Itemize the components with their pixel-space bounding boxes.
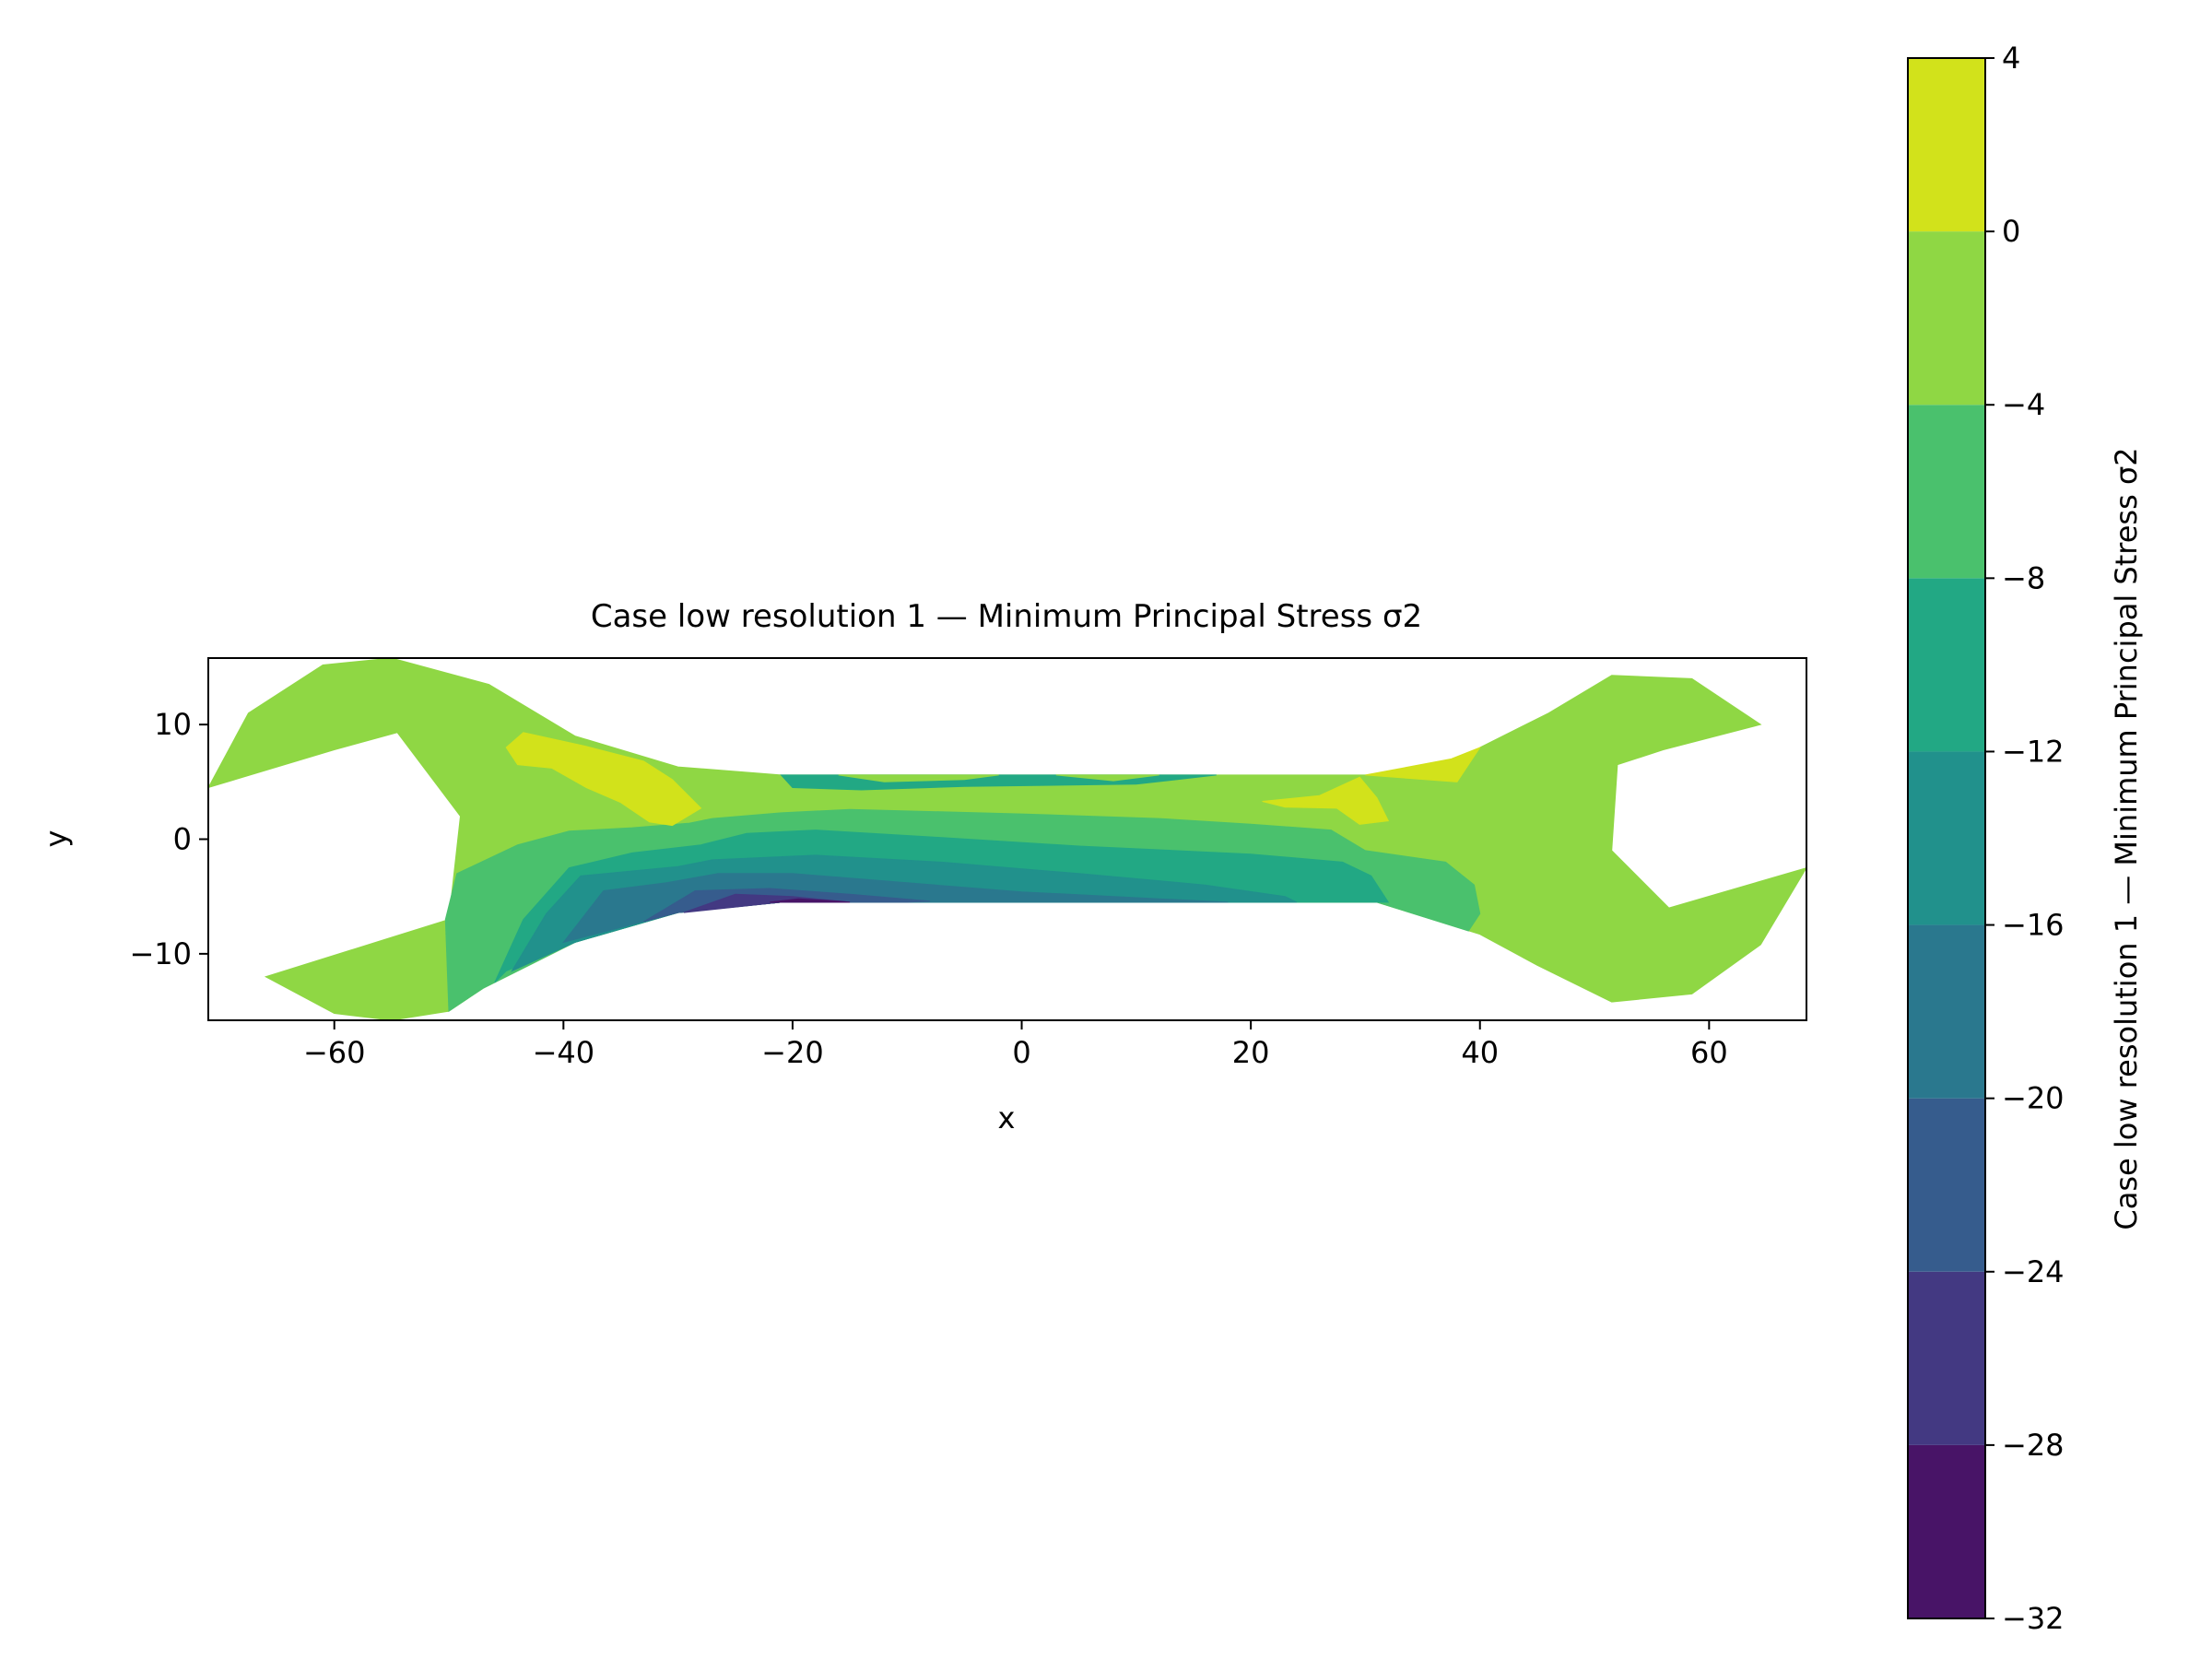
colorbar-tick-label: −4 [2002, 387, 2045, 422]
x-tick-label: 0 [1012, 1035, 1030, 1070]
colorbar-level-5 [1908, 578, 1985, 752]
colorbar-level-0 [1908, 1444, 1985, 1618]
y-tick-label: 10 [154, 707, 192, 742]
x-tick-label: −20 [761, 1035, 824, 1070]
contour-region-12 [1262, 776, 1390, 825]
y-axis-label: y [39, 830, 74, 848]
x-tick-label: 20 [1232, 1035, 1270, 1070]
colorbar-axis: 4 0 −4 −8 −12 −16 −20 −24 −28 −32 [1985, 41, 2065, 1636]
plot-area [208, 658, 1806, 1020]
contour-region-11 [505, 732, 702, 827]
y-axis: −10 0 10 [129, 707, 208, 971]
contour-region-7 [770, 898, 851, 903]
contour-region-13 [1365, 746, 1482, 782]
colorbar-frame [1907, 57, 1986, 1619]
colorbar-tick-label: −12 [2002, 734, 2065, 769]
colorbar-tick-label: −20 [2002, 1081, 2065, 1116]
colorbar-level-2 [1908, 1098, 1985, 1272]
colorbar-level-1 [1908, 1271, 1985, 1445]
colorbar-label: Case low resolution 1 — Minimum Principa… [2109, 447, 2144, 1230]
colorbar-tick-label: 0 [2002, 214, 2020, 249]
contour-region-9 [838, 774, 999, 782]
colorbar-tick-label: −28 [2002, 1428, 2065, 1463]
x-tick-label: 60 [1690, 1035, 1728, 1070]
colorbar-level-8 [1908, 58, 1985, 232]
chart-title: Case low resolution 1 — Minimum Principa… [591, 598, 1422, 635]
x-tick-label: −40 [533, 1035, 595, 1070]
colorbar-level-4 [1908, 751, 1985, 925]
x-tick-label: 40 [1461, 1035, 1499, 1070]
x-tick-label: −60 [303, 1035, 366, 1070]
x-axis: −60 −40 −20 0 20 40 60 [303, 1020, 1728, 1070]
colorbar-level-3 [1908, 924, 1985, 1099]
colorbar-tick-label: −24 [2002, 1254, 2065, 1289]
colorbar-tick-label: 4 [2002, 41, 2020, 76]
y-tick-label: −10 [129, 936, 192, 971]
contour-region-6 [683, 893, 851, 913]
contour-region-10 [1055, 774, 1159, 782]
colorbar-level-7 [1908, 231, 1985, 406]
colorbar [1908, 58, 1985, 1618]
colorbar-tick-label: −8 [2002, 560, 2045, 595]
x-axis-label: x [998, 1100, 1016, 1135]
colorbar-tick-label: −16 [2002, 908, 2065, 943]
colorbar-level-6 [1908, 405, 1985, 579]
y-tick-label: 0 [173, 822, 192, 857]
colorbar-tick-label: −32 [2002, 1601, 2065, 1636]
